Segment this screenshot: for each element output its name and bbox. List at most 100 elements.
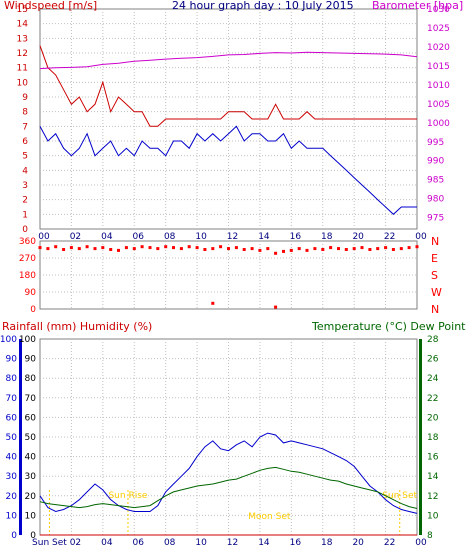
wind-direction-point bbox=[85, 245, 89, 249]
wind-direction-point bbox=[203, 248, 207, 251]
wind-direction-point bbox=[250, 247, 254, 251]
sun-set-label: Sun Set bbox=[32, 538, 67, 548]
time-tick-label: 00 bbox=[415, 232, 427, 242]
barometer-tick-label: 1000 bbox=[427, 119, 450, 129]
temperature-tick-label: 28 bbox=[427, 335, 439, 345]
temperature-series-line bbox=[39, 466, 418, 509]
wind-direction-point bbox=[132, 247, 136, 251]
wind-direction-point bbox=[297, 247, 301, 251]
wind-direction-point bbox=[148, 246, 152, 250]
time-tick-label: 14 bbox=[258, 538, 270, 548]
time-tick-label: 00 bbox=[38, 232, 50, 242]
wind-direction-point bbox=[282, 249, 285, 253]
windspeed-tick-label: 11 bbox=[17, 64, 28, 74]
graph-title: 24 hour graph day : 10 July 2015 bbox=[172, 0, 354, 12]
time-tick-label: 16 bbox=[290, 232, 302, 242]
wind-direction-point bbox=[242, 248, 246, 251]
barometer-tick-label: 980 bbox=[427, 195, 444, 205]
time-tick-label: 06 bbox=[133, 232, 145, 242]
rainfall-tick-label: 50 bbox=[25, 433, 37, 443]
compass-tick-label: S bbox=[431, 269, 438, 282]
windspeed-tick-label: 4 bbox=[22, 166, 28, 176]
wind-direction-point bbox=[337, 247, 340, 251]
time-tick-label: 08 bbox=[164, 538, 176, 548]
time-tick-label: 02 bbox=[70, 538, 81, 548]
windspeed-tick-label: 13 bbox=[17, 34, 28, 44]
wind-direction-point bbox=[289, 248, 293, 252]
windspeed-tick-label: 12 bbox=[17, 49, 28, 59]
compass-tick-label: W bbox=[431, 286, 442, 299]
time-tick-label: 10 bbox=[195, 232, 207, 242]
time-tick-label: 02 bbox=[70, 232, 81, 242]
rainfall-tick-label: 40 bbox=[25, 453, 37, 463]
windspeed-tick-label: 3 bbox=[22, 181, 28, 191]
wind-direction-point bbox=[179, 247, 183, 251]
temperature-tick-label: 10 bbox=[427, 511, 439, 521]
wind-direction-point bbox=[407, 246, 411, 250]
temperature-tick-label: 26 bbox=[427, 355, 439, 365]
wind-direction-point bbox=[109, 248, 113, 251]
humidity-tick-label: 0 bbox=[11, 531, 17, 541]
time-tick-label: 00 bbox=[415, 538, 427, 548]
wind-direction-point bbox=[384, 246, 388, 250]
sun-set-label: Sun Set bbox=[382, 491, 417, 501]
time-tick-label: 22 bbox=[384, 538, 395, 548]
windspeed-tick-label: 8 bbox=[22, 108, 28, 118]
wind-direction-point bbox=[187, 245, 191, 249]
time-tick-label: 06 bbox=[133, 538, 145, 548]
temperature-tick-label: 20 bbox=[427, 413, 439, 423]
wind-direction-point bbox=[101, 246, 105, 250]
barometer-axis-title: Barometer [hpa] bbox=[372, 0, 463, 12]
temperature-dewpoint-axis-title: Temperature (°C) Dew Point (°C) bbox=[311, 320, 468, 333]
time-tick-label: 12 bbox=[227, 232, 238, 242]
time-tick-label: 20 bbox=[352, 232, 364, 242]
wind-direction-point bbox=[227, 247, 230, 251]
rain-humidity-axis-title: Rainfall (mm) Humidity (%) bbox=[2, 320, 152, 333]
wind-direction-point bbox=[38, 246, 42, 250]
wind-direction-point bbox=[62, 248, 66, 251]
humidity-tick-label: 50 bbox=[6, 433, 18, 443]
direction-degree-tick-label: 270 bbox=[19, 254, 36, 264]
wind-direction-point bbox=[329, 246, 333, 250]
time-tick-label: 18 bbox=[321, 538, 333, 548]
wind-direction-point bbox=[46, 247, 50, 251]
temperature-axis-bar bbox=[419, 339, 422, 535]
time-tick-label: 12 bbox=[227, 538, 238, 548]
rainfall-tick-label: 90 bbox=[25, 355, 37, 365]
time-tick-label: 16 bbox=[290, 538, 302, 548]
windspeed-tick-label: 7 bbox=[22, 122, 28, 132]
wind-direction-point bbox=[140, 245, 144, 249]
wind-direction-point bbox=[211, 247, 215, 251]
wind-direction-point bbox=[360, 246, 364, 250]
wind-direction-point bbox=[368, 248, 372, 251]
time-tick-label: 04 bbox=[101, 538, 113, 548]
rainfall-tick-label: 80 bbox=[25, 374, 37, 384]
direction-degree-tick-label: 360 bbox=[19, 237, 36, 247]
wind-gust-series-line bbox=[39, 45, 417, 127]
humidity-tick-label: 10 bbox=[6, 511, 18, 521]
barometer-tick-label: 1025 bbox=[427, 24, 450, 34]
wind-direction-point bbox=[77, 247, 81, 251]
barometer-tick-label: 990 bbox=[427, 157, 444, 167]
barometer-tick-label: 1030 bbox=[427, 5, 450, 15]
direction-degree-tick-label: 90 bbox=[25, 288, 37, 298]
wind-direction-point bbox=[344, 248, 348, 251]
wind-direction-point bbox=[164, 245, 168, 249]
wind-direction-point bbox=[172, 246, 175, 250]
wind-direction-point bbox=[313, 247, 317, 251]
moon-set-label: Moon Set bbox=[248, 512, 291, 522]
wind-direction-point bbox=[117, 248, 120, 252]
humidity-tick-label: 20 bbox=[6, 492, 18, 502]
wind-direction-point bbox=[258, 248, 262, 252]
rainfall-tick-label: 30 bbox=[25, 472, 37, 482]
direction-degree-tick-label: 0 bbox=[30, 305, 36, 315]
windspeed-tick-label: 10 bbox=[17, 78, 29, 88]
wind-direction-point bbox=[266, 247, 270, 251]
wind-direction-point bbox=[376, 247, 380, 251]
humidity-series-line bbox=[39, 432, 418, 514]
windspeed-tick-label: 2 bbox=[22, 196, 28, 206]
rainfall-tick-label: 60 bbox=[25, 413, 37, 423]
wind-direction-point bbox=[234, 246, 238, 250]
barometer-tick-label: 1005 bbox=[427, 100, 450, 110]
wind-direction-point bbox=[352, 247, 356, 251]
